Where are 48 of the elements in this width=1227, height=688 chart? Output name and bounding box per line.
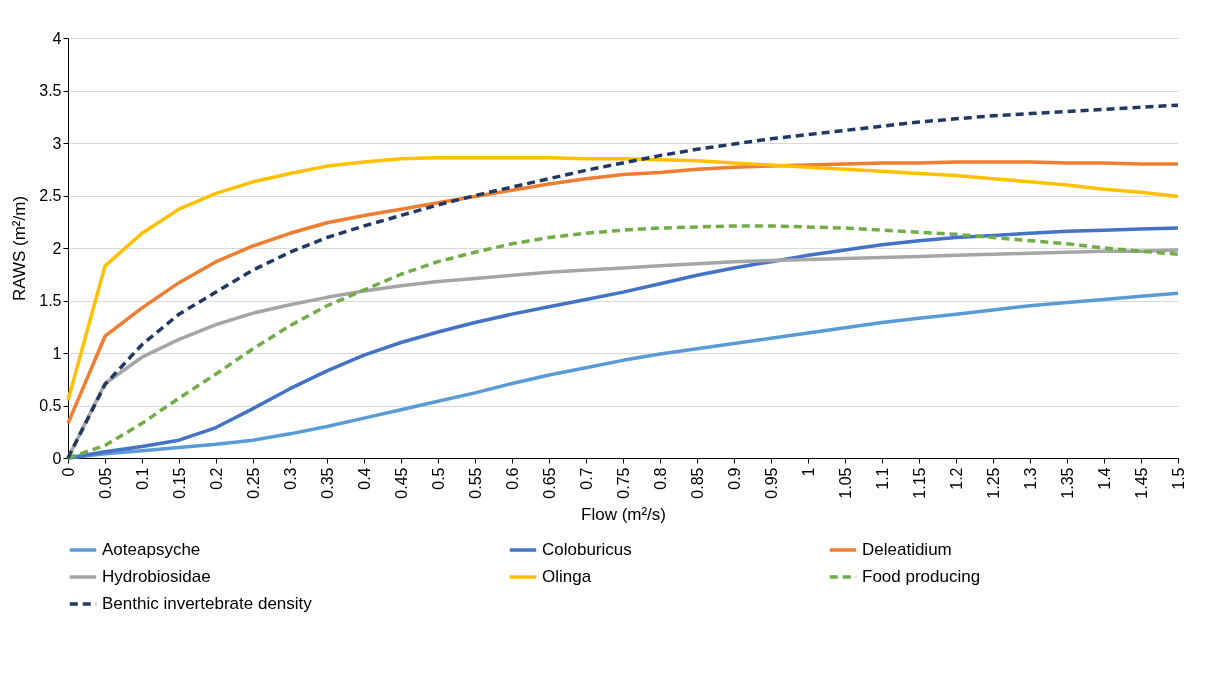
x-tick-label: 1.15 <box>910 467 928 499</box>
x-tick-label: 1.3 <box>1021 467 1039 490</box>
legend-label: Food producing <box>862 567 981 586</box>
x-tick-label: 0.25 <box>244 467 262 499</box>
x-tick-label: 0.9 <box>725 467 743 490</box>
x-tick-label: 0.35 <box>318 467 336 499</box>
x-tick-label: 0.2 <box>207 467 225 490</box>
y-tick-label: 2.5 <box>39 187 62 204</box>
y-tick-label: 2 <box>52 239 62 257</box>
y-tick-label: 3.5 <box>39 82 62 99</box>
x-tick-label: 0.3 <box>281 467 299 490</box>
x-tick-label: 0.55 <box>466 467 484 499</box>
x-tick-label: 0.85 <box>688 467 706 499</box>
x-tick-label: 1.35 <box>1058 467 1076 499</box>
legend-label: Olinga <box>542 567 592 586</box>
legend-label: Deleatidium <box>862 540 952 559</box>
y-tick-label: 3 <box>52 134 62 152</box>
legend-label: Hydrobiosidae <box>102 567 211 586</box>
x-tick-label: 0.95 <box>762 467 780 499</box>
y-tick-label: 0.5 <box>39 397 62 414</box>
x-tick-label: 1.2 <box>947 467 965 490</box>
x-tick-label: 0.7 <box>577 467 595 490</box>
x-axis-title: Flow (m²/s) <box>581 504 666 524</box>
y-tick-label: 1.5 <box>39 292 62 309</box>
legend-label: Coloburicus <box>542 540 632 559</box>
legend-label: Aoteapsyche <box>102 540 201 559</box>
x-tick-label: 0.45 <box>392 467 410 499</box>
x-tick-label: 0.1 <box>133 467 151 490</box>
y-axis-title: RAWS (m²/m) <box>10 195 30 302</box>
x-tick-label: 0.6 <box>503 467 521 490</box>
x-tick-label: 0.65 <box>540 467 558 499</box>
x-tick-label: 1.45 <box>1132 467 1150 499</box>
x-tick-label: 1.25 <box>984 467 1002 499</box>
x-tick-label: 0.75 <box>614 467 632 499</box>
y-tick-label: 1 <box>52 344 62 362</box>
x-tick-label: 1.4 <box>1095 467 1113 490</box>
x-tick-label: 1.05 <box>836 467 854 499</box>
x-tick-label: 1 <box>799 467 817 477</box>
x-tick-label: 0.15 <box>170 467 188 499</box>
x-tick-label: 1.5 <box>1169 467 1187 490</box>
y-tick-label: 4 <box>52 29 62 47</box>
x-tick-label: 0.4 <box>355 467 373 490</box>
x-tick-label: 1.1 <box>873 467 891 490</box>
x-tick-label: 0.05 <box>96 467 114 499</box>
x-tick-label: 0 <box>59 467 77 477</box>
x-tick-label: 0.8 <box>651 467 669 490</box>
x-tick-label: 0.5 <box>429 467 447 490</box>
legend-label: Benthic invertebrate density <box>102 594 313 613</box>
